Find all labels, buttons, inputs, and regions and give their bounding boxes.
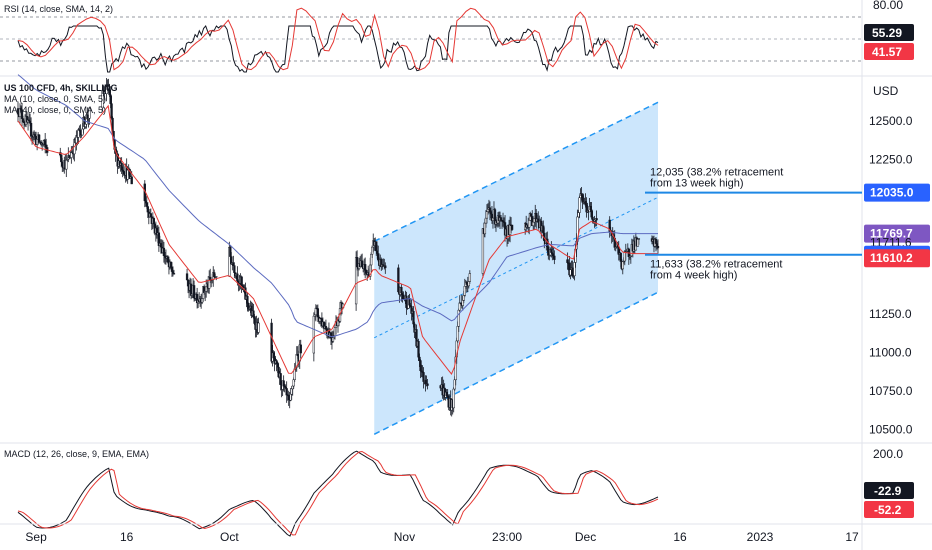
candle (88, 107, 91, 125)
annotation-text[interactable]: from 13 week high) (650, 178, 744, 190)
price-tick-label: 10500.0 (869, 423, 913, 437)
time-tick-label: Dec (575, 530, 596, 544)
time-tick-label: Nov (394, 530, 415, 544)
macd-value-tag (864, 482, 914, 499)
annotation-text[interactable]: 12,035 (38.2% retracement (650, 167, 783, 179)
time-tick-label: 16 (120, 530, 134, 544)
price-tag: 12035.0 (864, 183, 930, 202)
price-tick-label: 11250.0 (869, 307, 912, 321)
price-tick-label: 10750.0 (869, 384, 913, 398)
macd-line (17, 450, 659, 537)
ma40-label[interactable]: MA (40, close, 0, SMA, 5) (4, 105, 106, 115)
price-tick-label: 11000.0 (869, 345, 912, 359)
price-tick-label: 12500.0 (869, 114, 913, 128)
rsi-value-tag-text: 55.29 (872, 26, 902, 40)
rsi-line (17, 25, 659, 73)
time-tick-label: Sep (25, 530, 47, 544)
symbol-label[interactable]: US 100 CFD, 4h, SKILLING (4, 83, 118, 93)
price-tag-text: 11769.7 (870, 227, 913, 241)
time-tick-label: 17 (845, 530, 859, 544)
ma10-label[interactable]: MA (10, close, 0, SMA, 5) (4, 94, 106, 104)
macd-signal-value-tag-text: -52.2 (874, 503, 902, 517)
price-tag: 11610.2 (864, 249, 930, 268)
candle (185, 268, 189, 281)
channel-lower-line[interactable] (373, 291, 659, 435)
candle (468, 270, 471, 285)
rsi-top-tick: 80.00 (873, 0, 903, 12)
ma10-line (17, 104, 658, 375)
time-tick-label: 2023 (747, 530, 774, 544)
candle (510, 224, 514, 231)
price-tag-text: 12035.0 (870, 186, 914, 200)
price-axis[interactable]: 12500.0 12250.0 11250.0 11000.0 10750.0 10500… (869, 114, 913, 437)
rsi-sma-value-tag (864, 43, 914, 60)
macd-label[interactable]: MACD (12, 26, close, 9, EMA, EMA) (4, 449, 149, 459)
time-tick-label: 23:00 (492, 530, 522, 544)
price-tag: 11769.7 (864, 224, 930, 243)
macd-value-tag-text: -22.9 (874, 484, 902, 498)
channel-median-line (374, 196, 659, 339)
rsi-label[interactable]: RSI (14, close, SMA, 14, 2) (4, 4, 113, 14)
candle (299, 339, 302, 359)
channel-fill (374, 102, 658, 435)
ma40-line (17, 74, 658, 338)
rsi-sma-value-tag-text: 41.57 (872, 45, 902, 59)
rsi-value-tag (864, 24, 914, 41)
candle (637, 238, 641, 245)
annotation-text[interactable]: 11,633 (38.2% retracement (650, 259, 782, 271)
time-tick-label: Oct (220, 530, 239, 544)
candle (257, 317, 260, 335)
currency-label[interactable]: USD (873, 84, 899, 98)
rsi-sma-line (17, 7, 659, 71)
candle (553, 250, 556, 265)
candle (426, 379, 429, 390)
time-tick-label: 16 (673, 530, 687, 544)
time-axis[interactable]: Sep 16 Oct Nov 23:00 Dec 16 2023 17 (25, 530, 859, 544)
macd-signal-line (17, 450, 659, 536)
candle (656, 239, 660, 254)
price-tick-label: 12250.0 (869, 152, 913, 166)
candle (172, 269, 176, 275)
channel-upper-line[interactable] (373, 101, 659, 242)
annotation-text[interactable]: from 4 week high) (650, 270, 737, 282)
macd-top-tick: 200.0 (873, 447, 903, 461)
macd-pane[interactable]: MACD (12, 26, close, 9, EMA, EMA) 200.0 … (4, 447, 914, 537)
rsi-pane[interactable]: RSI (14, close, SMA, 14, 2) 80.00 55.29 … (0, 0, 914, 73)
price-tag-text: 11610.2 (870, 251, 913, 265)
candle (384, 262, 387, 274)
macd-signal-value-tag (864, 501, 914, 518)
